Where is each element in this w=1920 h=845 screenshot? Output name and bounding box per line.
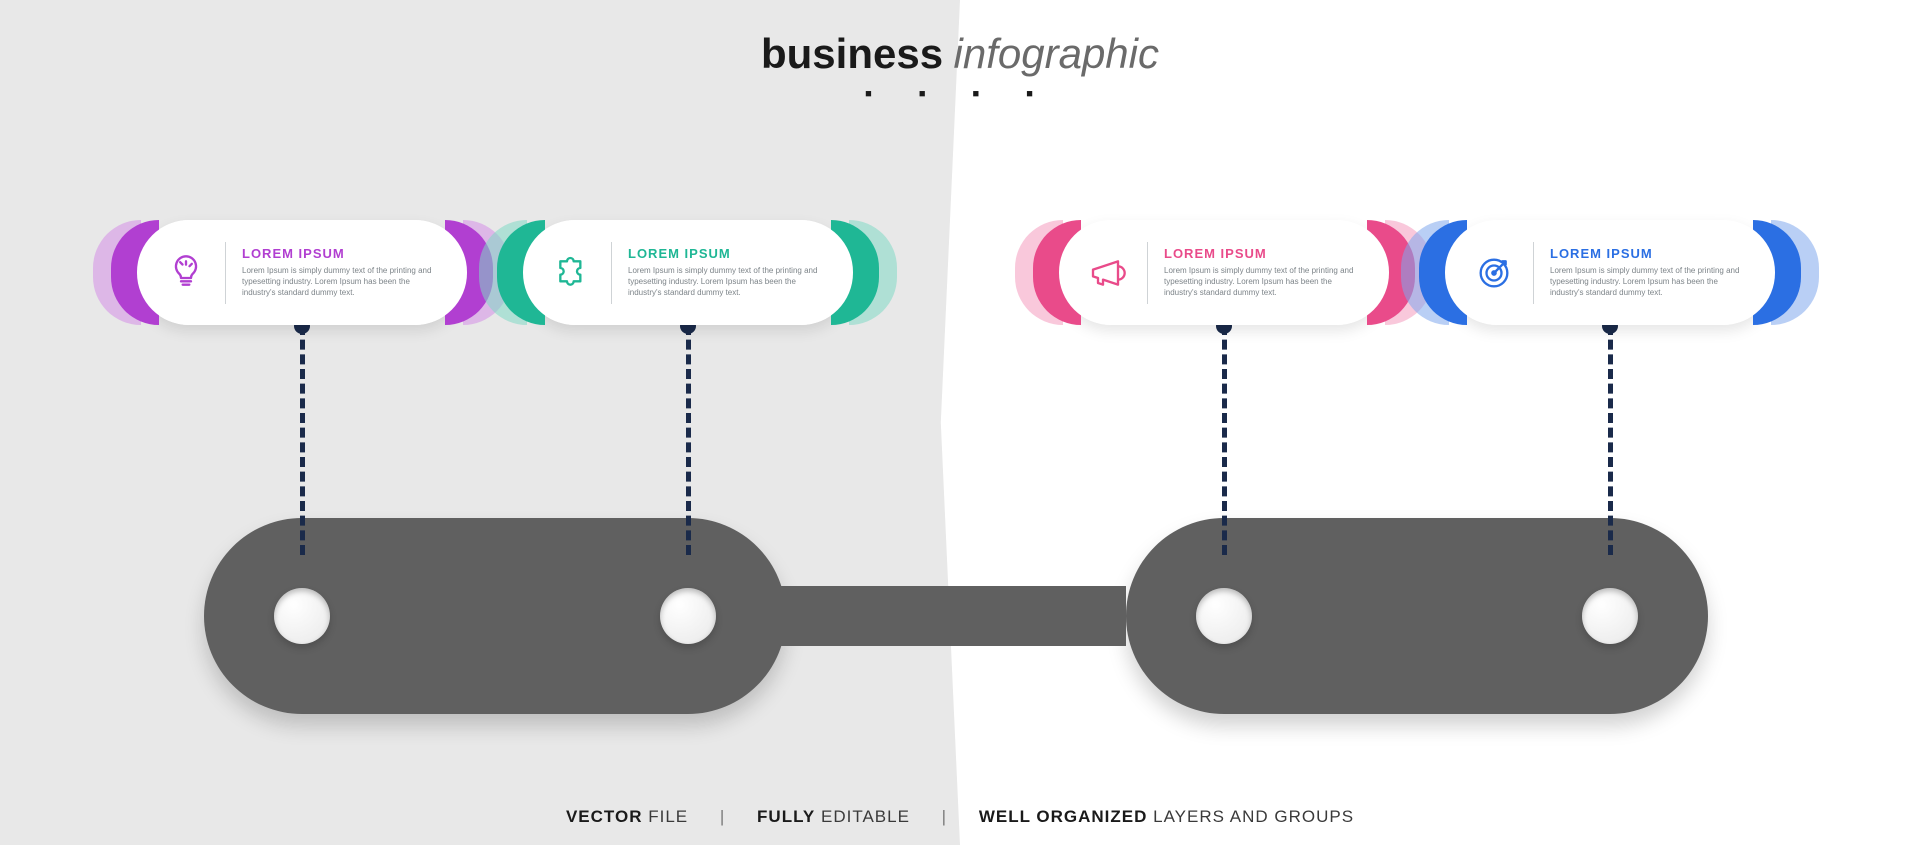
page-title: business infographic ■ ■ ■ ■ [0, 30, 1920, 100]
footer-seg3-light: LAYERS AND GROUPS [1153, 807, 1354, 826]
wing-left-outer [93, 220, 141, 325]
wing-right-outer [1771, 220, 1819, 325]
footer-seg1-bold: VECTOR [566, 807, 643, 826]
step-title-0: LOREM IPSUM [242, 246, 441, 261]
bar-node-1 [660, 588, 716, 644]
footer-seg2-light: EDITABLE [821, 807, 910, 826]
step-title-2: LOREM IPSUM [1164, 246, 1363, 261]
step-title-1: LOREM IPSUM [628, 246, 827, 261]
footer-seg1-light: FILE [648, 807, 688, 826]
bar-node-0 [274, 588, 330, 644]
title-light: infographic [954, 30, 1159, 77]
title-dots: ■ ■ ■ ■ [0, 88, 1920, 100]
target-icon [1471, 250, 1517, 296]
wing-left-outer [1015, 220, 1063, 325]
bar-node-3 [1582, 588, 1638, 644]
footer-sep-2: | [942, 807, 947, 826]
footer: VECTOR FILE | FULLY EDITABLE | WELL ORGA… [0, 807, 1920, 827]
puzzle-icon [549, 250, 595, 296]
title-bold: business [761, 30, 943, 77]
step-card-2: LOREM IPSUM Lorem Ipsum is simply dummy t… [1059, 220, 1389, 325]
footer-seg2-bold: FULLY [757, 807, 815, 826]
infographic-stage: LOREM IPSUM Lorem Ipsum is simply dummy t… [0, 180, 1920, 740]
card-divider [1147, 242, 1148, 304]
card-divider [1533, 242, 1534, 304]
connector-1 [686, 325, 691, 555]
footer-sep-1: | [720, 807, 725, 826]
connector-0 [300, 325, 305, 555]
step-body-1: Lorem Ipsum is simply dummy text of the … [628, 266, 827, 298]
step-body-0: Lorem Ipsum is simply dummy text of the … [242, 266, 441, 298]
step-title-3: LOREM IPSUM [1550, 246, 1749, 261]
step-body-2: Lorem Ipsum is simply dummy text of the … [1164, 266, 1363, 298]
megaphone-icon [1085, 250, 1131, 296]
step-card-3: LOREM IPSUM Lorem Ipsum is simply dummy t… [1445, 220, 1775, 325]
step-card-1: LOREM IPSUM Lorem Ipsum is simply dummy t… [523, 220, 853, 325]
wing-right-outer [849, 220, 897, 325]
step-card-0: LOREM IPSUM Lorem Ipsum is simply dummy t… [137, 220, 467, 325]
footer-seg3-bold: WELL ORGANIZED [979, 807, 1148, 826]
bar-node-2 [1196, 588, 1252, 644]
connector-3 [1608, 325, 1613, 555]
lightbulb-icon [163, 250, 209, 296]
step-body-3: Lorem Ipsum is simply dummy text of the … [1550, 266, 1749, 298]
card-divider [225, 242, 226, 304]
connector-2 [1222, 325, 1227, 555]
card-divider [611, 242, 612, 304]
